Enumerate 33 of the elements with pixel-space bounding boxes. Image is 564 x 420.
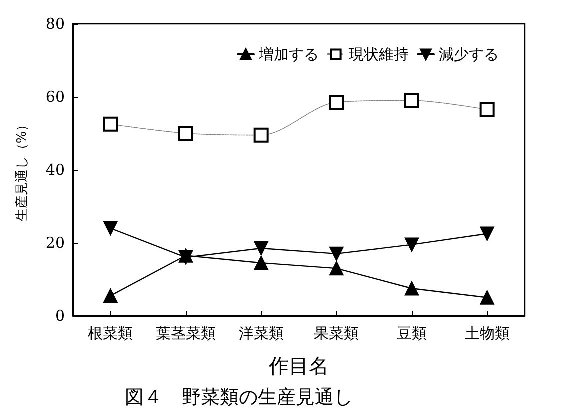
y-tick-label: 20: [46, 234, 65, 252]
point: [254, 128, 269, 143]
point: [330, 246, 344, 262]
point: [480, 102, 495, 118]
legend-label: 増加する: [258, 46, 319, 64]
legend-label: 現状維持: [349, 46, 409, 64]
y-tick-label: 0: [55, 307, 65, 325]
point: [480, 226, 494, 241]
point: [329, 94, 344, 110]
x-tick-label: 果菜類: [314, 324, 360, 342]
legend-label: 減少する: [439, 46, 499, 64]
point: [404, 93, 420, 108]
x-axis-title: 作目名: [268, 354, 329, 378]
point: [254, 241, 268, 256]
x-tick-label: 根菜類: [88, 324, 134, 342]
x-tick-label: 洋菜類: [238, 324, 284, 342]
point: [104, 288, 118, 304]
point: [404, 238, 420, 252]
point: [330, 261, 344, 276]
point: [480, 290, 494, 305]
x-tick-label: 葉茎菜類: [156, 324, 216, 342]
x-tick-label: 土物類: [464, 324, 510, 342]
text: 図４ 野菜類の生産見通し: [125, 386, 353, 408]
y-axis-title: 生産見通し（%）: [14, 118, 30, 222]
y-tick-label: 80: [46, 15, 65, 33]
y-tick-label: 40: [46, 161, 65, 179]
point: [104, 221, 118, 236]
point: [103, 116, 118, 132]
point: [178, 126, 194, 141]
point: [254, 256, 268, 270]
x-tick-label: 豆類: [397, 324, 427, 342]
y-tick-label: 60: [46, 88, 65, 106]
point: [404, 282, 420, 296]
